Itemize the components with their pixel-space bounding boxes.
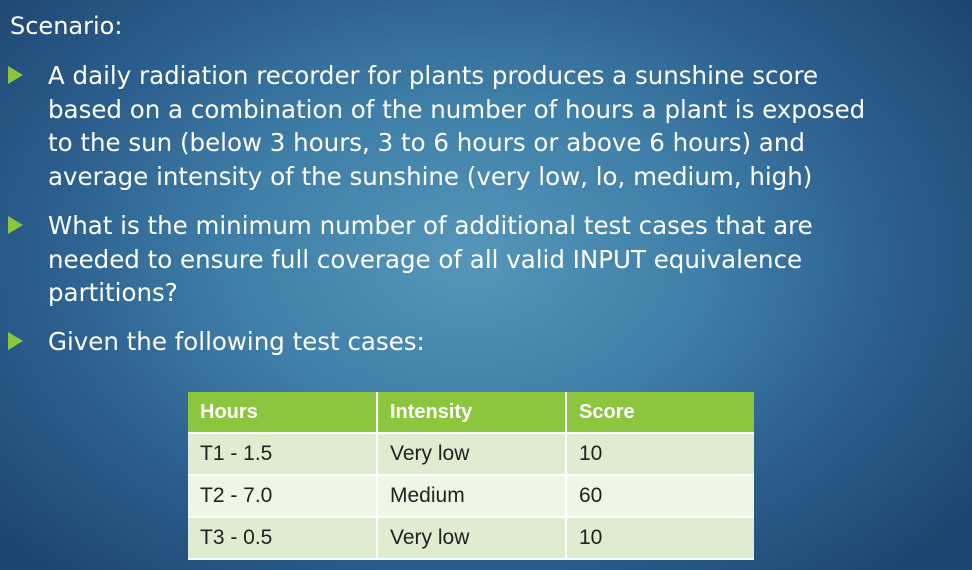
table-row: T3 - 0.5 Very low 10 [188,517,754,560]
table-cell: 10 [566,517,754,560]
bullet-item: Given the following test cases: [8,325,963,359]
bullet-item: A daily radiation recorder for plants pr… [8,59,963,193]
table-cell: T1 - 1.5 [188,433,378,476]
triangle-bullet-icon [8,216,23,234]
table-cell: Medium [377,475,567,518]
table-cell: 60 [566,475,754,518]
test-cases-table: Hours Intensity Score T1 - 1.5 Very low … [188,392,754,560]
column-header-score: Score [566,392,754,434]
triangle-bullet-icon [8,66,23,84]
table-cell: 10 [566,433,754,476]
bullet-text: What is the minimum number of additional… [48,211,813,307]
table-row: T1 - 1.5 Very low 10 [188,433,754,476]
table-cell: T2 - 7.0 [188,475,378,518]
column-header-hours: Hours [188,392,378,434]
table-row: T2 - 7.0 Medium 60 [188,475,754,518]
table-cell: Very low [377,517,567,560]
column-header-intensity: Intensity [377,392,567,434]
slide-heading: Scenario: [10,12,123,40]
table-cell: T3 - 0.5 [188,517,378,560]
table-cell: Very low [377,433,567,476]
table-header-row: Hours Intensity Score [188,392,754,434]
triangle-bullet-icon [8,332,23,350]
bullet-item: What is the minimum number of additional… [8,209,963,310]
bullet-text: A daily radiation recorder for plants pr… [48,61,866,191]
bullet-text: Given the following test cases: [48,327,425,356]
